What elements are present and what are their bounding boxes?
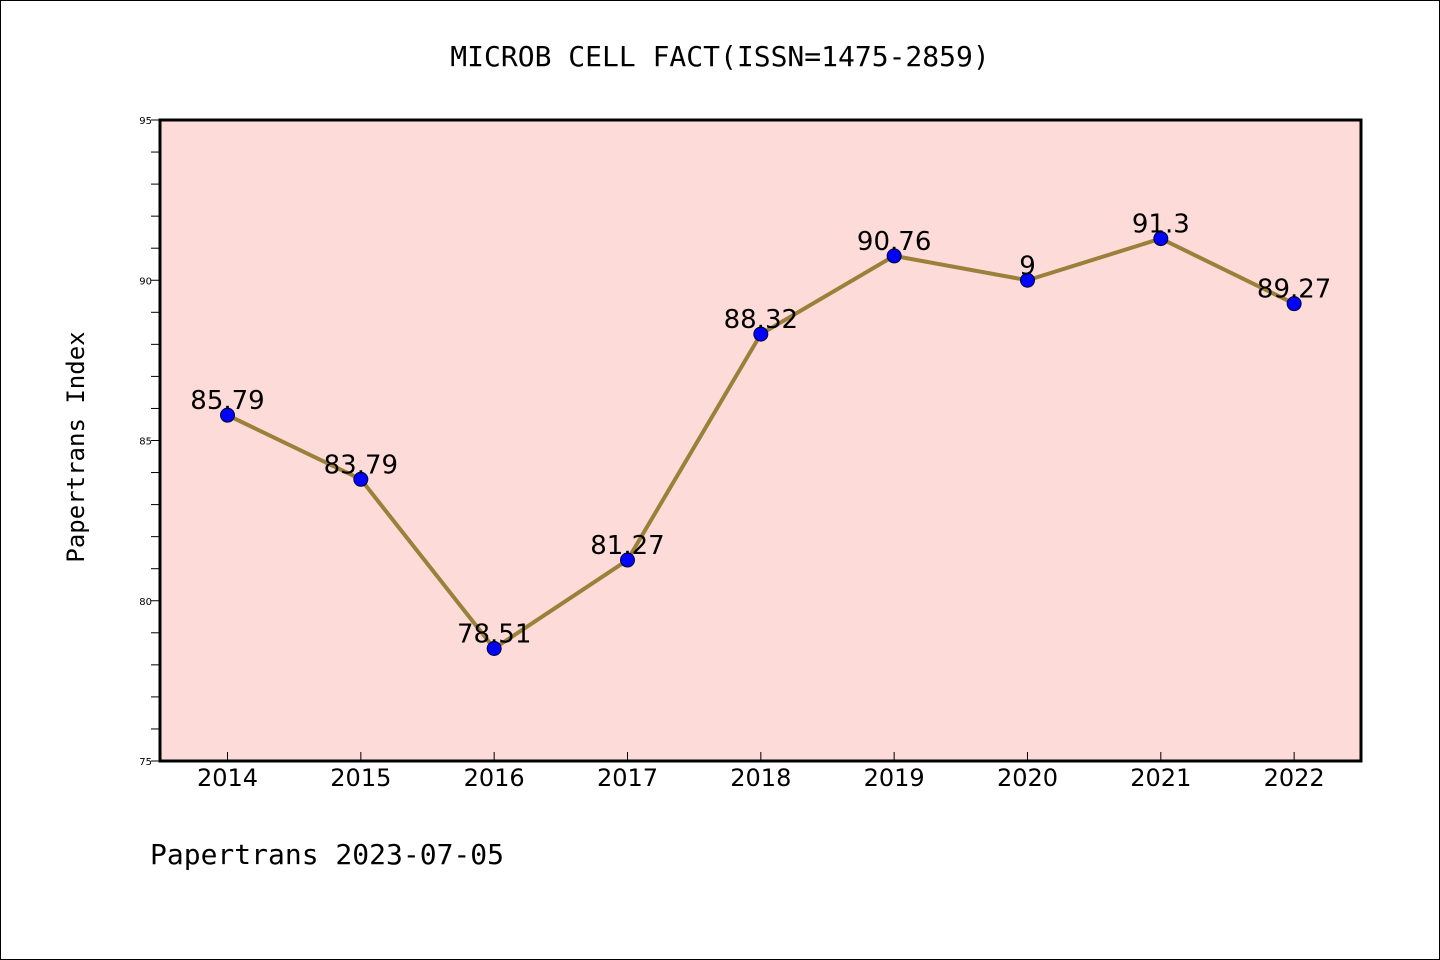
chart-title: MICROB CELL FACT(ISSN=1475-2859): [450, 40, 989, 73]
plot-area: [160, 120, 1361, 761]
data-label: 81.27: [590, 531, 664, 561]
y-tick-label: 90: [139, 276, 152, 287]
y-tick-label: 80: [139, 597, 152, 608]
y-tick-label: 75: [139, 757, 152, 768]
series-markers: [220, 231, 1302, 657]
data-point-marker: [886, 248, 902, 264]
data-label: 78.51: [457, 620, 531, 650]
data-label: 85.79: [190, 386, 264, 416]
data-point-marker: [1153, 231, 1169, 247]
x-axis-ticks: 2014 2015 2016 2017 2018 2019 2020 2021 2022: [197, 752, 1325, 792]
data-point-marker: [619, 552, 635, 568]
data-point-marker: [1286, 296, 1302, 312]
data-label: 9: [1019, 251, 1036, 281]
y-tick-label: 95: [139, 116, 152, 127]
x-tick-label: 2017: [597, 764, 658, 792]
data-label: 90.76: [857, 227, 931, 257]
data-label: 83.79: [324, 450, 398, 480]
x-tick-label: 2020: [997, 764, 1058, 792]
x-tick-label: 2016: [464, 764, 525, 792]
y-tick-label: 85: [139, 437, 152, 448]
plot-border: [158, 118, 1363, 763]
x-tick-label: 2021: [1130, 764, 1191, 792]
data-point-marker: [220, 407, 235, 423]
y-axis-ticks: 75 80 85 90 95: [139, 116, 160, 768]
x-tick-label: 2022: [1264, 764, 1325, 792]
x-tick-label: 2018: [730, 764, 791, 792]
data-point-marker: [353, 471, 369, 487]
x-tick-label: 2019: [864, 764, 925, 792]
footer-text: Papertrans 2023-07-05: [150, 838, 504, 871]
data-point-marker: [753, 326, 769, 342]
data-point-marker: [1019, 272, 1035, 288]
x-tick-label: 2014: [197, 764, 258, 792]
data-label: 89.27: [1257, 275, 1331, 305]
data-label: 88.32: [724, 305, 798, 335]
data-label: 91.3: [1132, 210, 1190, 240]
data-point-marker: [486, 641, 502, 657]
data-labels: 85.79 83.79 78.51 81.27 88.32 90.76 9 91.3 89.27: [190, 210, 1331, 650]
x-tick-label: 2015: [330, 764, 391, 792]
y-axis-label: Papertrans Index: [62, 331, 90, 562]
